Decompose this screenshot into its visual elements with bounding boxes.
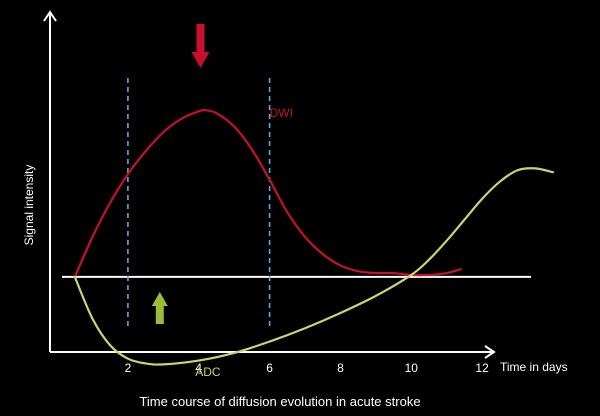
series-layer <box>73 109 555 366</box>
arrow-down <box>191 24 210 68</box>
reference-lines <box>62 78 531 330</box>
x-tick-label-12: 12 <box>475 361 489 375</box>
x-tick-label-2: 2 <box>125 361 132 375</box>
chart-title: Time course of diffusion evolution in ac… <box>139 394 420 409</box>
x-axis-label: Time in days <box>500 360 568 374</box>
arrow-layer <box>151 24 210 324</box>
annotation-dwi: DWI <box>270 106 293 120</box>
x-axis-arrowhead <box>484 345 496 359</box>
x-tick-label-8: 8 <box>337 361 344 375</box>
arrow-up <box>151 292 168 324</box>
series-annotations: DWI ADC <box>195 106 293 379</box>
x-tick-label-6: 6 <box>266 361 273 375</box>
y-axis-label: Signal intensity <box>22 165 36 246</box>
annotation-adc: ADC <box>195 365 221 379</box>
series-adc-line <box>73 167 555 366</box>
x-tick-label-10: 10 <box>405 361 419 375</box>
x-tick-labels: 2 4 6 8 10 12 <box>125 361 490 375</box>
y-axis-arrowhead <box>43 10 57 22</box>
x-tick-label-4: 4 <box>195 361 202 375</box>
axes <box>43 10 496 359</box>
series-dwi-line <box>73 109 462 278</box>
